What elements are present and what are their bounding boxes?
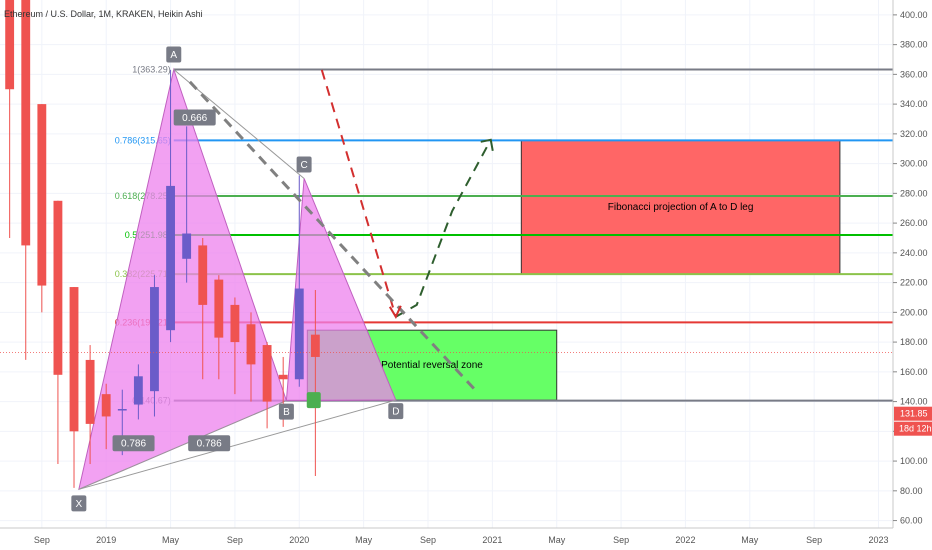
point-A-bg xyxy=(166,46,182,63)
y-tick-label: 360.00 xyxy=(900,69,928,79)
point-D-text: D xyxy=(392,407,399,418)
zone-projection xyxy=(520,139,841,275)
chart-title: Ethereum / U.S. Dollar, 1M, KRAKEN, Heik… xyxy=(4,9,203,19)
x-tick-label: Sep xyxy=(420,535,436,545)
ratio-label-0-bg xyxy=(173,109,216,126)
x-tick-label: 2020 xyxy=(289,535,309,545)
x-tick-label: May xyxy=(162,535,180,545)
zones: Potential reversal zone Fibonacci project… xyxy=(306,139,841,401)
y-tick-label: 300.00 xyxy=(900,159,928,169)
point-B-text: B xyxy=(283,407,290,418)
candle-body xyxy=(262,345,272,402)
point-B-bg xyxy=(278,403,294,420)
y-tick-label: 380.00 xyxy=(900,40,928,50)
point-A-text: A xyxy=(170,50,177,61)
y-tick-label: 100.00 xyxy=(900,456,928,466)
candle-body xyxy=(230,304,240,343)
projection-paths xyxy=(0,69,893,393)
fib-label-0.786: 0.786(315.65) xyxy=(115,135,171,145)
y-tick-label: 160.00 xyxy=(900,367,928,377)
x-tick-label: Sep xyxy=(806,535,822,545)
candle-body xyxy=(85,359,95,424)
labels: X A B C D 0.666 0.786 0.786 xyxy=(71,46,404,512)
ratio-label-0-text: 0.666 xyxy=(182,113,207,124)
x-tick-label: 2021 xyxy=(482,535,502,545)
x-tick-label: Sep xyxy=(613,535,629,545)
arrowhead-green xyxy=(480,138,494,151)
path-green-dashed xyxy=(395,139,492,318)
arrowhead-red xyxy=(388,305,402,319)
x-tick-label: 2023 xyxy=(869,535,889,545)
candle-body xyxy=(133,376,143,405)
candles xyxy=(5,0,320,488)
candle-body xyxy=(278,374,288,380)
path-red-dashed xyxy=(320,69,397,318)
x-tick-label: May xyxy=(355,535,373,545)
y-tick-label: 220.00 xyxy=(900,278,928,288)
x-tick-label: Sep xyxy=(227,535,243,545)
fib-label-0.618: 0.618(278.25) xyxy=(115,191,171,201)
path-grey-dashed xyxy=(188,80,478,393)
ratio-label-1-text: 0.786 xyxy=(121,439,146,450)
y-tick-label: 200.00 xyxy=(900,307,928,317)
candle-body xyxy=(310,334,320,357)
candle-body xyxy=(294,288,304,380)
candle-body xyxy=(182,233,192,259)
countdown-label: 18d 12h xyxy=(899,424,932,434)
x-tick-label: May xyxy=(548,535,566,545)
current-price-label: 131.85 xyxy=(900,409,928,419)
candle-body xyxy=(198,245,208,305)
point-X-text: X xyxy=(76,499,83,510)
point-D-bg xyxy=(388,403,404,420)
candle-body xyxy=(69,287,79,432)
current-price-badge xyxy=(894,406,932,421)
y-tick-label: 240.00 xyxy=(900,248,928,258)
fib-label-1: 1(363.29) xyxy=(132,64,171,74)
countdown-badge xyxy=(894,421,932,436)
ratio-label-2-bg xyxy=(188,435,231,452)
y-tick-label: 80.00 xyxy=(900,486,923,496)
point-C-text: C xyxy=(300,160,307,171)
y-tick-label: 140.00 xyxy=(900,397,928,407)
y-tick-label: 180.00 xyxy=(900,337,928,347)
y-tick-label: 320.00 xyxy=(900,129,928,139)
candle-body xyxy=(21,0,31,246)
candle-body xyxy=(37,104,47,286)
candle-body xyxy=(117,409,127,411)
y-tick-label: 400.00 xyxy=(900,10,928,20)
y-tick-label: 60.00 xyxy=(900,516,923,526)
pattern-xb-line xyxy=(78,400,287,490)
x-tick-label: May xyxy=(741,535,759,545)
point-C-bg xyxy=(296,156,312,173)
ratio-label-1-bg xyxy=(112,435,155,452)
pattern-xd-line xyxy=(78,399,396,490)
x-tick-label: Sep xyxy=(34,535,50,545)
zone-label-reversal: Potential reversal zone xyxy=(381,360,483,371)
x-tick-label: 2019 xyxy=(96,535,116,545)
y-tick-label: 280.00 xyxy=(900,188,928,198)
candle-body xyxy=(53,200,63,375)
y-tick-label: 340.00 xyxy=(900,99,928,109)
candle-body xyxy=(101,394,111,417)
y-tick-label: 260.00 xyxy=(900,218,928,228)
ratio-label-2-text: 0.786 xyxy=(197,439,222,450)
candle-body xyxy=(246,324,256,365)
candle-body xyxy=(214,279,224,338)
zone-label-projection: Fibonacci projection of A to D leg xyxy=(608,202,754,213)
x-tick-label: 2022 xyxy=(675,535,695,545)
marker-green xyxy=(306,392,321,409)
point-X-bg xyxy=(71,495,87,512)
candle-body xyxy=(5,0,15,90)
candle-body xyxy=(166,185,175,331)
candle-body xyxy=(150,287,159,392)
